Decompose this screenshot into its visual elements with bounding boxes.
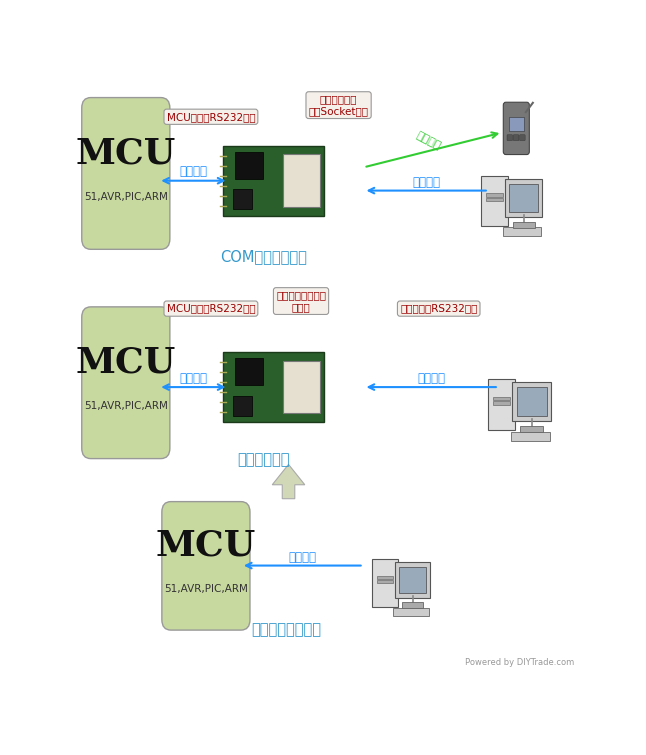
- Polygon shape: [272, 464, 305, 499]
- FancyBboxPatch shape: [519, 135, 525, 140]
- FancyBboxPatch shape: [509, 117, 524, 131]
- FancyBboxPatch shape: [503, 102, 529, 155]
- FancyBboxPatch shape: [514, 135, 519, 140]
- FancyBboxPatch shape: [486, 193, 503, 197]
- Text: HanRun: HanRun: [286, 168, 317, 176]
- FancyBboxPatch shape: [517, 387, 547, 416]
- FancyBboxPatch shape: [393, 608, 430, 616]
- Text: HR911105A: HR911105A: [286, 180, 318, 186]
- Text: 计算端通用RS232操作: 计算端通用RS232操作: [400, 304, 477, 313]
- Text: 原有串口通讯系统: 原有串口通讯系统: [251, 623, 321, 637]
- Text: 51,AVR,PIC,ARM: 51,AVR,PIC,ARM: [84, 192, 168, 202]
- FancyBboxPatch shape: [283, 361, 320, 413]
- Text: 网络连接: 网络连接: [412, 176, 440, 189]
- FancyBboxPatch shape: [488, 379, 516, 430]
- Text: 串口连接: 串口连接: [180, 372, 207, 385]
- Text: MCU: MCU: [76, 136, 176, 170]
- FancyBboxPatch shape: [377, 580, 393, 584]
- Text: 串口连接: 串口连接: [288, 551, 317, 564]
- FancyBboxPatch shape: [509, 184, 538, 211]
- Text: 11/08: 11/08: [294, 191, 309, 196]
- FancyBboxPatch shape: [235, 152, 262, 179]
- FancyBboxPatch shape: [512, 382, 551, 421]
- Text: 网络连接: 网络连接: [415, 131, 443, 152]
- Text: MCU: MCU: [76, 345, 176, 379]
- FancyBboxPatch shape: [399, 567, 426, 593]
- Text: 计算机运行虚拟串
口软件: 计算机运行虚拟串 口软件: [276, 290, 326, 312]
- Text: HR911105A: HR911105A: [286, 387, 318, 392]
- FancyBboxPatch shape: [82, 97, 170, 249]
- Text: 网络端设备上
运行Socket软件: 网络端设备上 运行Socket软件: [309, 94, 369, 116]
- FancyBboxPatch shape: [233, 396, 252, 416]
- FancyBboxPatch shape: [223, 146, 324, 216]
- FancyBboxPatch shape: [507, 135, 512, 140]
- FancyBboxPatch shape: [492, 402, 510, 405]
- FancyBboxPatch shape: [372, 559, 398, 606]
- FancyBboxPatch shape: [520, 426, 543, 433]
- FancyBboxPatch shape: [510, 432, 550, 441]
- Text: MCU: MCU: [156, 528, 256, 562]
- FancyBboxPatch shape: [505, 180, 542, 217]
- Text: 51,AVR,PIC,ARM: 51,AVR,PIC,ARM: [164, 584, 248, 594]
- FancyBboxPatch shape: [235, 359, 262, 385]
- FancyBboxPatch shape: [82, 307, 170, 458]
- FancyBboxPatch shape: [283, 155, 320, 207]
- FancyBboxPatch shape: [377, 576, 393, 579]
- FancyBboxPatch shape: [486, 198, 503, 202]
- Text: HanRun: HanRun: [286, 374, 317, 382]
- Text: COM口到网络模式: COM口到网络模式: [220, 249, 307, 263]
- FancyBboxPatch shape: [512, 221, 534, 227]
- FancyBboxPatch shape: [223, 352, 324, 422]
- Text: 网络连接: 网络连接: [417, 372, 445, 386]
- Text: 串口连接: 串口连接: [180, 165, 207, 178]
- FancyBboxPatch shape: [162, 501, 250, 630]
- Text: Powered by DIYTrade.com: Powered by DIYTrade.com: [464, 658, 574, 667]
- Text: 51,AVR,PIC,ARM: 51,AVR,PIC,ARM: [84, 401, 168, 411]
- FancyBboxPatch shape: [402, 602, 423, 609]
- Text: 11/08: 11/08: [294, 397, 309, 402]
- FancyBboxPatch shape: [395, 562, 430, 598]
- Text: MCU端通用RS232操作: MCU端通用RS232操作: [167, 112, 255, 122]
- FancyBboxPatch shape: [492, 396, 510, 400]
- FancyBboxPatch shape: [503, 227, 541, 236]
- FancyBboxPatch shape: [481, 177, 508, 226]
- Text: MCU端通用RS232操作: MCU端通用RS232操作: [167, 304, 255, 313]
- Text: 虚拟串口模式: 虚拟串口模式: [237, 452, 290, 467]
- FancyBboxPatch shape: [233, 190, 252, 209]
